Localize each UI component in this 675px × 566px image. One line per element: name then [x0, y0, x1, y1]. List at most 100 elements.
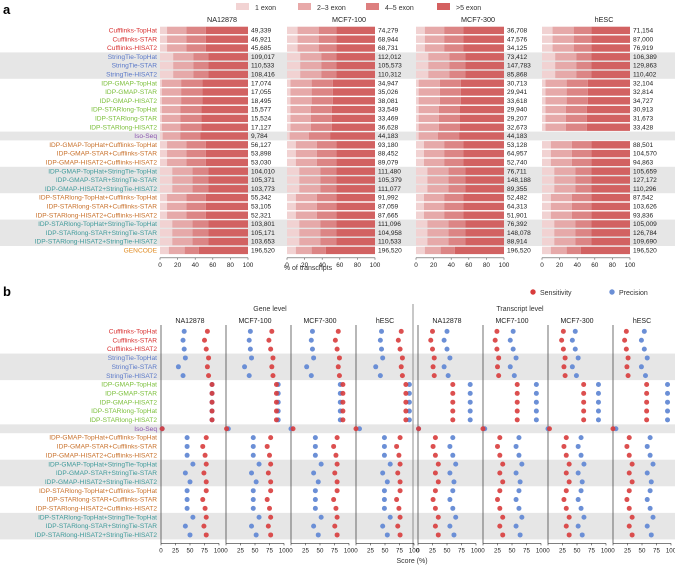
bar-segment — [571, 149, 592, 158]
bar-segment — [316, 141, 337, 149]
gene-level-title: Gene level — [253, 306, 287, 313]
bar-segment — [192, 167, 209, 175]
bar-segment — [160, 141, 168, 149]
category-label: IDP-STARlong-HISAT2+StringTie-HISAT2 — [35, 532, 158, 539]
bar-segment — [316, 202, 337, 211]
bar-segment — [463, 211, 504, 219]
bar-segment — [542, 44, 553, 52]
sensitivity-dot — [159, 426, 165, 432]
precision-dot — [380, 470, 386, 476]
bar-segment — [186, 149, 206, 158]
bar-segment — [287, 26, 298, 35]
x-tick-label: 50 — [187, 547, 194, 554]
legend-swatch — [437, 3, 450, 10]
bar-segment — [205, 202, 248, 211]
bar-segment — [160, 35, 168, 43]
count-label: 88,452 — [378, 151, 399, 158]
bar-segment — [160, 220, 173, 228]
count-label: 32,814 — [633, 89, 654, 96]
count-label: 129,863 — [633, 63, 657, 70]
bar-segment — [416, 105, 419, 114]
category-label: Iso-Seq — [134, 133, 157, 140]
x-tick-label: 20 — [430, 262, 438, 269]
sensitivity-dot — [432, 488, 438, 494]
category-label: IDP-GMAP-HISAT2 — [100, 98, 158, 105]
bar-segment — [287, 237, 300, 246]
count-label: 64,313 — [507, 204, 528, 211]
category-label: IDP-STARlong-TopHat+StringTie-TopHat — [38, 221, 157, 228]
sensitivity-dot — [495, 497, 500, 503]
bar-segment — [287, 202, 296, 211]
x-tick-label: 25 — [429, 547, 436, 554]
sensitivity-dot — [203, 532, 209, 538]
sensitivity-dot — [333, 452, 339, 458]
count-label: 32,104 — [633, 80, 654, 87]
bar-segment — [160, 176, 173, 184]
sensitivity-dot — [435, 479, 441, 485]
x-tick-label: 25 — [624, 547, 631, 554]
precision-dot — [513, 497, 519, 503]
bar-segment — [545, 97, 567, 105]
bar-segment — [591, 149, 630, 158]
sensitivity-dot — [273, 408, 279, 414]
category-label: IDP-GMAP-TopHat — [101, 80, 157, 87]
bar-segment — [418, 79, 440, 87]
sensitivity-dot — [403, 390, 409, 396]
bar-segment — [416, 229, 428, 237]
bar-segment — [320, 237, 337, 246]
sensitivity-dot — [495, 364, 500, 370]
bar-segment — [193, 61, 209, 70]
bar-segment — [336, 229, 375, 237]
count-label: 147,783 — [507, 63, 531, 70]
bar-segment — [416, 202, 424, 211]
bar-segment — [336, 61, 375, 70]
bar-segment — [566, 246, 581, 255]
precision-dot — [533, 382, 539, 387]
bar-segment — [167, 202, 187, 211]
bar-segment — [208, 185, 248, 193]
x-tick-label: 0 — [540, 262, 544, 269]
bar-segment — [180, 132, 201, 140]
bar-segment — [542, 185, 555, 193]
precision-dot — [665, 390, 671, 396]
precision-dot — [249, 523, 255, 529]
count-label: 105,659 — [633, 168, 657, 175]
bar-segment — [545, 105, 566, 114]
count-label: 9,784 — [251, 133, 268, 140]
category-label: IDP-STARlong-HISAT2+Cufflinks-HISAT2 — [36, 212, 158, 219]
precision-dot — [641, 346, 647, 352]
category-label: GENCODE — [124, 248, 158, 255]
bar-segment — [554, 176, 576, 184]
sensitivity-dot — [395, 523, 401, 529]
sensitivity-dot — [492, 337, 498, 343]
bar-segment — [336, 193, 375, 202]
bar-segment — [310, 105, 332, 114]
bar-segment — [416, 167, 428, 175]
x-tick-label: 50 — [444, 547, 451, 554]
category-label: Cufflinks-HISAT2 — [107, 45, 157, 52]
bar-segment — [591, 35, 630, 43]
count-label: 31,673 — [633, 116, 654, 123]
count-label: 126,784 — [633, 230, 657, 237]
bar-segment — [555, 53, 577, 61]
precision-dot — [573, 373, 579, 379]
precision-dot — [467, 382, 473, 387]
precision-dot — [379, 328, 385, 334]
bar-segment — [287, 114, 291, 123]
count-label: 68,731 — [378, 45, 399, 52]
count-label: 93,836 — [633, 212, 654, 219]
bar-segment — [423, 141, 445, 149]
precision-dot — [250, 505, 256, 511]
bar-segment — [591, 220, 630, 228]
bar-segment — [550, 141, 572, 149]
count-label: 44,183 — [378, 133, 399, 140]
bar-segment — [416, 193, 424, 202]
count-label: 46,921 — [251, 36, 272, 43]
precision-dot — [250, 435, 256, 441]
sensitivity-dot — [624, 497, 630, 503]
sensitivity-dot — [480, 426, 486, 432]
count-label: 18,495 — [251, 98, 272, 105]
precision-dot — [519, 461, 525, 467]
count-label: 109,017 — [251, 54, 275, 61]
category-label: IDP-STARlong-TopHat — [91, 408, 157, 415]
